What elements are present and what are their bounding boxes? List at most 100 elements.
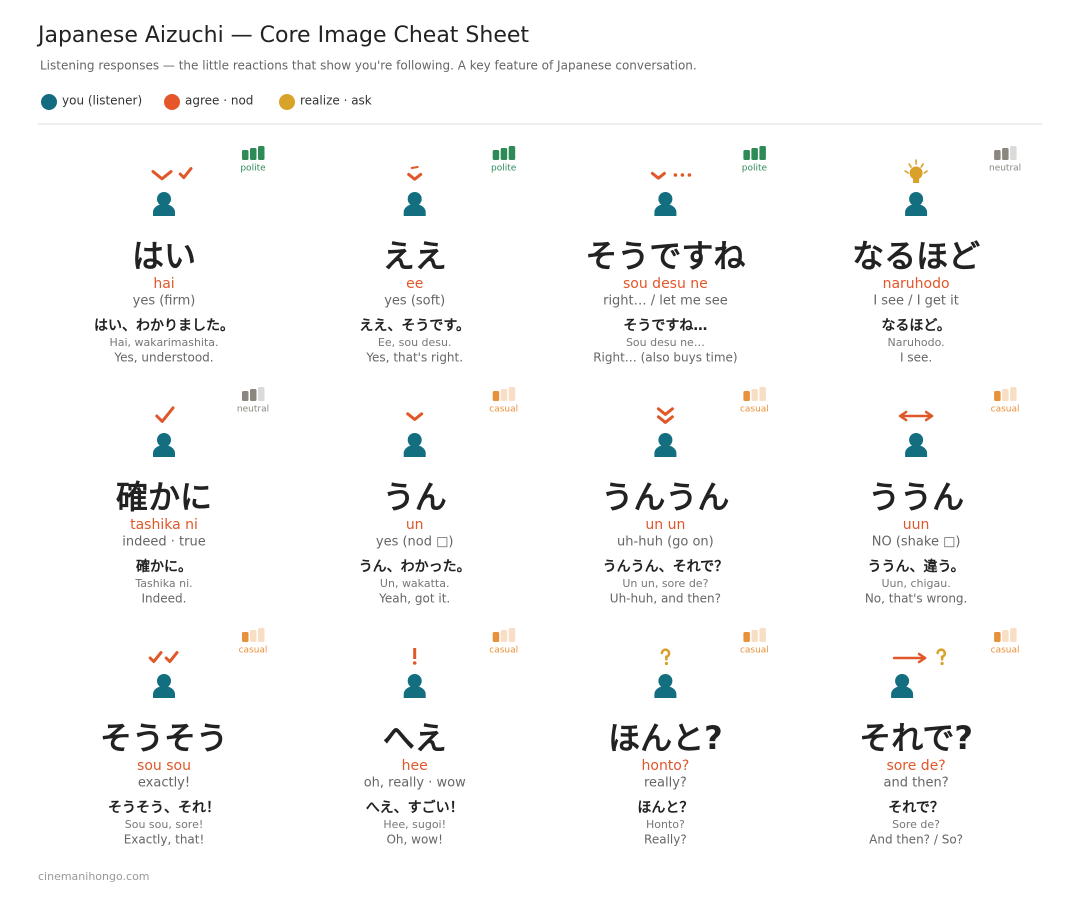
register-bar (994, 632, 1001, 642)
register-bar (743, 632, 750, 642)
register-bar (242, 632, 249, 642)
person-body (403, 686, 426, 698)
person-head (895, 674, 910, 688)
icon-question (936, 648, 947, 661)
kana: へえ (383, 719, 447, 757)
icon-exclaim-dot (412, 661, 417, 665)
register-bar (258, 628, 265, 642)
register-label: casual (991, 646, 1020, 656)
example-japanese: ほんと？ (637, 800, 693, 816)
icon-dot (687, 173, 692, 177)
icon-stroke (178, 167, 193, 180)
example-english: Uh-huh, and then? (610, 592, 721, 606)
register-bar (500, 389, 508, 401)
legend-label: you (listener) (62, 94, 142, 108)
example-romaji: Sore de? (892, 818, 940, 831)
example-english: Right… (also buys time) (593, 351, 737, 365)
meaning: yes (nod □) (376, 535, 454, 550)
title: Japanese Aizuchi — Core Image Cheat Shee… (36, 23, 529, 48)
kana: そうですね (585, 237, 745, 275)
example-romaji: Sou desu ne… (626, 336, 705, 349)
icon-ray (923, 170, 928, 174)
romaji: hai (153, 276, 174, 292)
register-bar (242, 150, 249, 160)
kana: ええ (383, 237, 447, 275)
register-bar (508, 387, 516, 401)
register-label: casual (740, 646, 769, 656)
icon-stroke (151, 170, 173, 181)
register-bar (500, 148, 508, 160)
person-body (891, 686, 914, 698)
kana: ほんと? (608, 719, 723, 757)
person-head (909, 433, 924, 447)
person-head (157, 674, 171, 688)
person-head (658, 192, 673, 206)
register-bar (1010, 146, 1017, 160)
register-bar (743, 391, 750, 401)
register-bar (1002, 630, 1009, 642)
register-label: casual (239, 646, 268, 656)
icon-stroke (924, 410, 934, 422)
example-english: Indeed. (142, 592, 187, 606)
person-head (658, 433, 673, 447)
icon-stroke (917, 652, 927, 664)
icon-stroke (164, 651, 179, 664)
icon-bulb (909, 166, 923, 180)
icon-stroke (407, 172, 423, 181)
register-label: neutral (989, 164, 1021, 174)
example-romaji: Ee, sou desu. (378, 336, 452, 349)
example-english: No, that's wrong. (865, 592, 968, 606)
meaning: indeed · true (122, 535, 205, 550)
kana: はい (132, 237, 196, 275)
register-label: casual (991, 405, 1020, 415)
card: casual それで?sore de? and then? それで？ Sore de? A… (859, 628, 1020, 847)
register-bar (1010, 628, 1017, 642)
example-japanese: そうそう、それ！ (108, 800, 220, 816)
example-romaji: Uun, chigau. (881, 577, 950, 590)
example-english: Yes, understood. (113, 351, 213, 365)
meaning: and then? (884, 776, 949, 791)
register-bar (258, 146, 265, 160)
legend-swatch (279, 94, 295, 110)
register-bar (751, 630, 758, 642)
register-bar (1010, 387, 1017, 401)
icon-stroke (410, 166, 419, 169)
person-body (654, 204, 677, 216)
register-label: neutral (237, 405, 269, 415)
person-head (157, 192, 171, 206)
icon-stroke (898, 410, 908, 422)
example-japanese: ええ、そうです。 (359, 318, 470, 334)
romaji: ee (406, 276, 423, 292)
example-romaji: Honto? (646, 818, 685, 831)
example-japanese: 確かに。 (136, 558, 192, 575)
romaji: honto? (642, 758, 690, 774)
example-english: Exactly, that! (124, 833, 205, 847)
register-label: casual (740, 405, 769, 415)
icon-stroke (656, 407, 674, 416)
register-bar (508, 146, 516, 160)
kana: うん (383, 478, 447, 516)
register-bar (743, 150, 750, 160)
register-bar (994, 150, 1001, 160)
example-english: And then? / So? (869, 833, 963, 847)
example-romaji: Sou sou, sore! (125, 818, 204, 831)
person-body (905, 445, 928, 457)
footer: cinemanihongo.com (38, 870, 150, 883)
meaning: exactly! (138, 776, 190, 791)
person-body (153, 445, 175, 457)
register-bar (751, 389, 758, 401)
romaji: uun (903, 517, 930, 533)
meaning: NO (shake □) (872, 535, 961, 550)
icon-stroke (148, 651, 163, 664)
register-bar (759, 628, 766, 642)
romaji: sou sou (137, 758, 191, 774)
icon-ray (904, 170, 909, 174)
register-label: casual (489, 646, 518, 656)
person-body (153, 686, 175, 698)
person-body (403, 445, 426, 457)
